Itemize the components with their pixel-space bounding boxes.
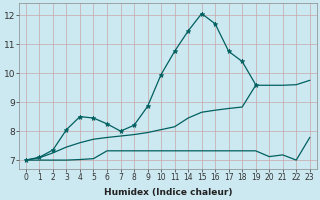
X-axis label: Humidex (Indice chaleur): Humidex (Indice chaleur) xyxy=(104,188,232,197)
